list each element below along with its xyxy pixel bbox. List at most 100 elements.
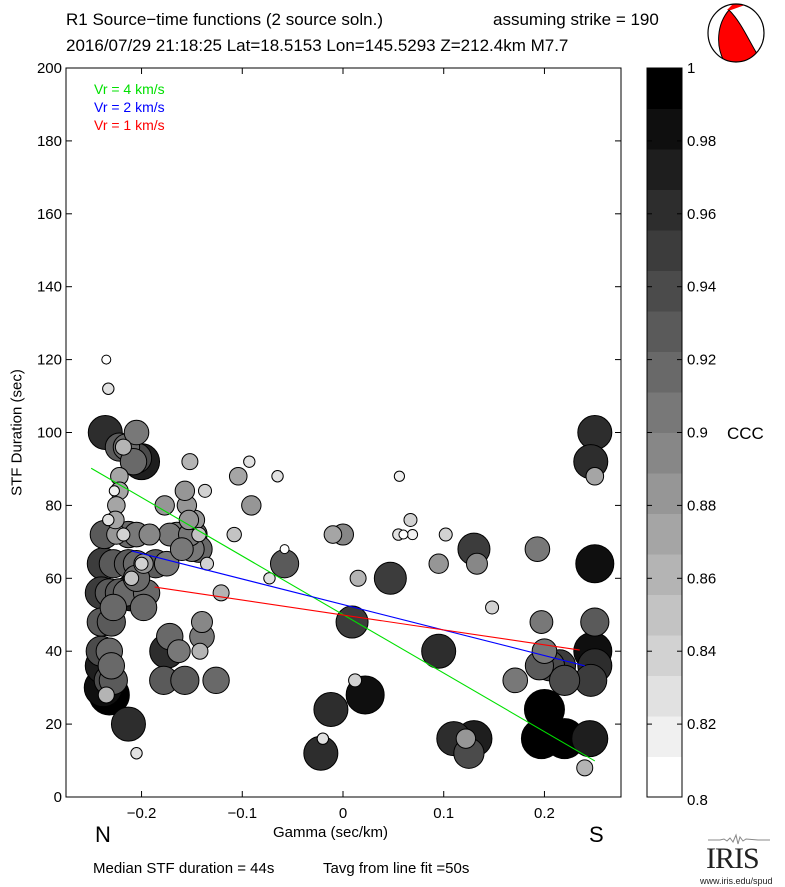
- scatter-point: [174, 480, 196, 502]
- colorbar-band: [647, 635, 682, 676]
- colorbar-band: [647, 230, 682, 271]
- x-tick-label: −0.2: [127, 805, 157, 822]
- scatter-point: [191, 526, 207, 543]
- x-tick-label: 0: [339, 805, 347, 822]
- scatter-point: [110, 706, 146, 742]
- scatter-point: [577, 415, 613, 450]
- iris-logo-text: IRIS: [706, 842, 760, 875]
- scatter-point: [323, 525, 343, 544]
- scatter-point: [403, 512, 418, 527]
- scatter-point: [349, 569, 367, 587]
- colorbar-band: [647, 513, 682, 555]
- y-tick-label: 0: [54, 789, 62, 806]
- points-layer: [83, 354, 615, 777]
- scatter-point: [212, 584, 230, 602]
- colorbar-band: [647, 189, 682, 231]
- colorbar-band: [647, 68, 682, 109]
- scatter-point: [455, 728, 477, 749]
- legend-entry-vr2: Vr = 2 km/s: [94, 99, 165, 115]
- scatter-point: [465, 552, 488, 575]
- scatter-point: [190, 611, 213, 634]
- scatter-point: [200, 556, 215, 571]
- scatter-point: [191, 642, 209, 660]
- scatter-point: [502, 667, 529, 694]
- fit-line-1: [131, 550, 585, 667]
- y-tick-label: 140: [37, 279, 62, 296]
- y-tick-label: 100: [37, 425, 62, 442]
- colorbar-band: [647, 149, 682, 190]
- colorbar-band: [647, 594, 682, 636]
- scatter-point: [576, 759, 594, 777]
- scatter-point: [102, 382, 115, 395]
- scatter-point: [228, 466, 248, 486]
- scatter-point: [373, 561, 407, 595]
- scatter-point: [170, 665, 200, 695]
- scatter-point: [406, 528, 419, 541]
- colorbar-label: CCC: [727, 424, 764, 443]
- y-tick-label: 120: [37, 352, 62, 369]
- colorbar-band: [647, 392, 682, 433]
- colorbar-band: [647, 351, 682, 393]
- colorbar-band: [647, 554, 682, 595]
- iris-logo: IRIS www.iris.edu/spud: [700, 832, 782, 886]
- median-stf: Median STF duration = 44s: [93, 860, 275, 877]
- scatter-point: [421, 633, 457, 669]
- scatter-point: [138, 523, 161, 546]
- scatter-point: [108, 485, 120, 497]
- colorbar-band: [647, 432, 682, 474]
- scatter-point: [97, 652, 126, 680]
- colorbar-tick-label: 0.9: [687, 425, 708, 442]
- direction-north: N: [95, 822, 111, 847]
- scatter-point: [529, 610, 554, 634]
- scatter-point: [548, 664, 581, 696]
- scatter-point: [134, 556, 149, 571]
- iris-url: www.iris.edu/spud: [700, 876, 773, 886]
- seismogram-icon: [708, 833, 770, 845]
- scatter-point: [166, 639, 191, 664]
- x-axis-label: Gamma (sec/km): [273, 824, 389, 841]
- scatter-point: [169, 537, 194, 562]
- scatter-point: [263, 572, 276, 585]
- colorbar-band: [647, 270, 682, 312]
- x-tick-label: 0.2: [534, 805, 555, 822]
- legend: Vr = 4 km/s Vr = 2 km/s Vr = 1 km/s: [94, 80, 165, 134]
- scatter-point: [580, 607, 610, 637]
- scatter-point: [571, 720, 609, 758]
- scatter-point: [271, 470, 284, 483]
- y-tick-label: 160: [37, 206, 62, 223]
- scatter-point: [153, 550, 180, 577]
- scatter-point: [524, 536, 551, 562]
- colorbar-tick-label: 0.8: [687, 792, 708, 809]
- colorbar-band: [647, 756, 682, 798]
- scatter-point: [316, 732, 330, 745]
- colorbar-tick-label: 0.86: [687, 570, 716, 587]
- scatter-point: [202, 666, 230, 695]
- colorbar-tick-label: 0.92: [687, 352, 716, 369]
- colorbar-band: [647, 311, 682, 352]
- scatter-point: [241, 495, 262, 516]
- scatter-point: [575, 544, 615, 584]
- colorbar: 0.8 0.82 0.84 0.86 0.88 0.9 0.92 0.94 0.96 0.98 1: [646, 60, 716, 809]
- colorbar-band: [647, 473, 682, 514]
- y-tick-label: 60: [45, 570, 62, 587]
- direction-south: S: [589, 822, 604, 847]
- y-tick-label: 40: [45, 643, 62, 660]
- colorbar-band: [647, 716, 682, 757]
- colorbar-tick-label: 0.94: [687, 279, 716, 296]
- scatter-point: [531, 638, 558, 665]
- fit-lines-layer: [90, 467, 596, 762]
- x-tick-label: 0.1: [433, 805, 454, 822]
- scatter-point: [279, 544, 290, 555]
- scatter-point: [154, 495, 175, 516]
- colorbar-tick-label: 0.84: [687, 643, 716, 660]
- y-tick-label: 80: [45, 497, 62, 514]
- scatter-point: [101, 354, 112, 365]
- y-tick-label: 20: [45, 716, 62, 733]
- scatter-point: [226, 526, 242, 543]
- scatter-point: [114, 438, 132, 456]
- colorbar-tick-label: 1: [687, 60, 695, 77]
- legend-entry-vr4: Vr = 4 km/s: [94, 81, 165, 97]
- scatter-point: [97, 686, 115, 704]
- colorbar-band: [647, 108, 682, 150]
